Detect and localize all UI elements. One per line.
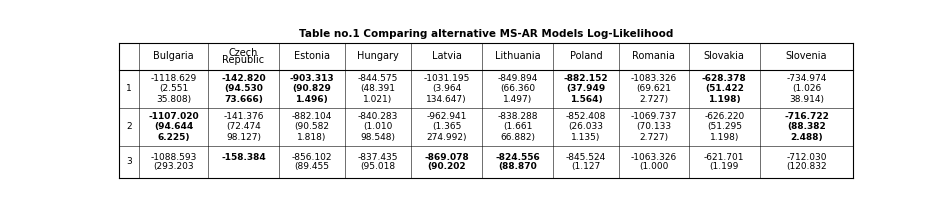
Text: (66.360: (66.360 (501, 84, 536, 93)
Text: (120.832: (120.832 (786, 162, 827, 171)
Text: Czech: Czech (228, 48, 258, 58)
Text: (88.870: (88.870 (499, 162, 538, 171)
Text: (51.422: (51.422 (704, 84, 743, 93)
Text: Slovakia: Slovakia (703, 52, 745, 61)
Text: -1031.195: -1031.195 (424, 74, 469, 83)
Text: 38.914): 38.914) (789, 95, 824, 104)
Text: (90.829: (90.829 (292, 84, 331, 93)
Text: (89.455: (89.455 (294, 162, 329, 171)
Text: -849.894: -849.894 (498, 74, 538, 83)
Text: -1069.737: -1069.737 (630, 112, 677, 121)
Text: Estonia: Estonia (294, 52, 330, 61)
Text: 1.198): 1.198) (709, 133, 738, 142)
Text: -856.102: -856.102 (291, 153, 332, 162)
Text: (95.018: (95.018 (360, 162, 395, 171)
Text: Poland: Poland (570, 52, 602, 61)
Text: -824.556: -824.556 (496, 153, 540, 162)
Text: (90.202: (90.202 (428, 162, 465, 171)
Text: 2.727): 2.727) (639, 133, 668, 142)
Text: -882.152: -882.152 (564, 74, 609, 83)
Text: (1.010: (1.010 (363, 122, 392, 131)
Text: -844.575: -844.575 (357, 74, 398, 83)
Text: (1.661: (1.661 (503, 122, 533, 131)
Text: 66.882): 66.882) (501, 133, 536, 142)
Text: -845.524: -845.524 (566, 153, 607, 162)
Text: -716.722: -716.722 (784, 112, 829, 121)
Text: (1.026: (1.026 (792, 84, 821, 93)
Text: Republic: Republic (223, 55, 264, 65)
Text: -628.378: -628.378 (702, 74, 747, 83)
Text: 35.808): 35.808) (156, 95, 191, 104)
Text: (1.365: (1.365 (432, 122, 462, 131)
Text: (69.621: (69.621 (636, 84, 671, 93)
Text: (293.203: (293.203 (154, 162, 194, 171)
Text: (2.551: (2.551 (159, 84, 189, 93)
Text: 98.127): 98.127) (226, 133, 261, 142)
Text: -712.030: -712.030 (786, 153, 827, 162)
Text: -903.313: -903.313 (289, 74, 334, 83)
Text: -158.384: -158.384 (221, 153, 265, 162)
Text: -840.283: -840.283 (357, 112, 398, 121)
Text: -621.701: -621.701 (704, 153, 744, 162)
Text: -869.078: -869.078 (424, 153, 469, 162)
Text: 2.488): 2.488) (791, 133, 823, 142)
Text: Table no.1 Comparing alternative MS-AR Models Log-Likelihood: Table no.1 Comparing alternative MS-AR M… (299, 29, 673, 39)
Text: 98.548): 98.548) (360, 133, 395, 142)
Text: Slovenia: Slovenia (786, 52, 828, 61)
Text: Latvia: Latvia (431, 52, 462, 61)
Text: -1083.326: -1083.326 (630, 74, 677, 83)
Text: (1.000: (1.000 (639, 162, 668, 171)
Text: (90.582: (90.582 (294, 122, 329, 131)
Text: Romania: Romania (632, 52, 675, 61)
Text: Lithuania: Lithuania (495, 52, 540, 61)
Text: -838.288: -838.288 (498, 112, 538, 121)
Text: (37.949: (37.949 (567, 84, 606, 93)
Text: 134.647): 134.647) (427, 95, 466, 104)
Text: (72.474: (72.474 (226, 122, 261, 131)
Text: -1088.593: -1088.593 (151, 153, 197, 162)
Text: 1: 1 (126, 84, 132, 93)
Text: -141.376: -141.376 (223, 112, 264, 121)
Text: -852.408: -852.408 (566, 112, 607, 121)
Text: 274.992): 274.992) (427, 133, 466, 142)
Text: -1063.326: -1063.326 (630, 153, 677, 162)
Text: -1107.020: -1107.020 (148, 112, 199, 121)
Text: (70.133: (70.133 (636, 122, 671, 131)
Text: (88.382: (88.382 (787, 122, 826, 131)
Text: 1.021): 1.021) (363, 95, 392, 104)
Text: -962.941: -962.941 (427, 112, 466, 121)
Text: 1.496): 1.496) (296, 95, 328, 104)
Text: (51.295: (51.295 (707, 122, 741, 131)
Text: Hungary: Hungary (357, 52, 399, 61)
Text: 1.497): 1.497) (503, 95, 533, 104)
Text: Bulgaria: Bulgaria (154, 52, 194, 61)
Text: (1.199: (1.199 (709, 162, 738, 171)
Text: -837.435: -837.435 (357, 153, 398, 162)
Text: 2.727): 2.727) (639, 95, 668, 104)
Text: 6.225): 6.225) (157, 133, 190, 142)
Text: (1.127: (1.127 (572, 162, 601, 171)
Text: 1.135): 1.135) (572, 133, 601, 142)
Text: (3.964: (3.964 (432, 84, 461, 93)
Text: (48.391: (48.391 (360, 84, 395, 93)
Text: -1118.629: -1118.629 (151, 74, 197, 83)
Text: (94.644: (94.644 (154, 122, 193, 131)
Text: -142.820: -142.820 (221, 74, 265, 83)
Text: 1.818): 1.818) (297, 133, 326, 142)
Text: -882.104: -882.104 (292, 112, 332, 121)
Text: (26.033: (26.033 (569, 122, 604, 131)
Text: -734.974: -734.974 (786, 74, 827, 83)
Text: 1.564): 1.564) (570, 95, 602, 104)
Text: (94.530: (94.530 (224, 84, 263, 93)
Text: -626.220: -626.220 (704, 112, 744, 121)
Text: 2: 2 (126, 122, 132, 131)
Text: 3: 3 (126, 158, 132, 166)
Text: 73.666): 73.666) (224, 95, 263, 104)
Text: 1.198): 1.198) (708, 95, 740, 104)
